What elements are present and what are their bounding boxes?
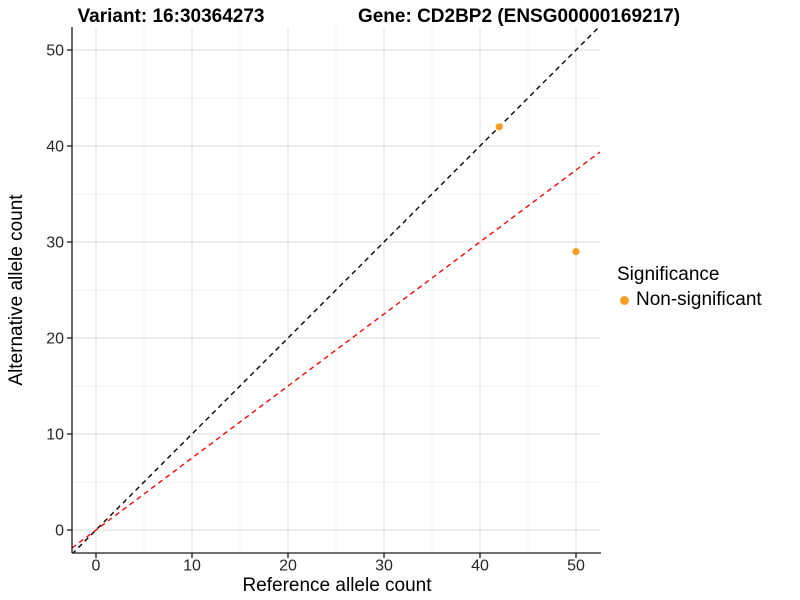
legend-item-non-significant: Non-significant — [617, 289, 762, 311]
x-tick-label: 10 — [183, 558, 201, 575]
y-tick-label: 20 — [46, 331, 64, 348]
legend-title: Significance — [617, 264, 720, 285]
data-point — [572, 248, 580, 256]
y-axis-title: Alternative allele count — [6, 194, 27, 386]
non-significant-point-icon — [620, 295, 629, 305]
data-point — [495, 123, 503, 131]
x-tick-label: 20 — [279, 558, 297, 575]
y-tick-label: 10 — [46, 427, 64, 444]
legend: Significance Non-significant — [617, 264, 762, 311]
x-tick-label: 40 — [471, 558, 489, 575]
y-tick-label: 30 — [46, 235, 64, 252]
x-axis-title: Reference allele count — [242, 575, 432, 596]
x-tick-label: 50 — [567, 558, 585, 575]
y-tick-label: 0 — [55, 523, 64, 540]
y-tick-label: 40 — [46, 139, 64, 156]
identity-line — [72, 27, 600, 553]
variant-title: Variant: 16:30364273 — [77, 6, 265, 27]
y-tick-label: 50 — [46, 43, 64, 60]
abline-group — [72, 27, 601, 553]
x-tick-label: 0 — [92, 558, 101, 575]
gene-title: Gene: CD2BP2 (ENSG00000169217) — [357, 6, 681, 27]
allelic-ratio-line — [72, 151, 601, 549]
legend-item-label: Non-significant — [636, 289, 762, 310]
x-tick-label: 30 — [375, 558, 393, 575]
